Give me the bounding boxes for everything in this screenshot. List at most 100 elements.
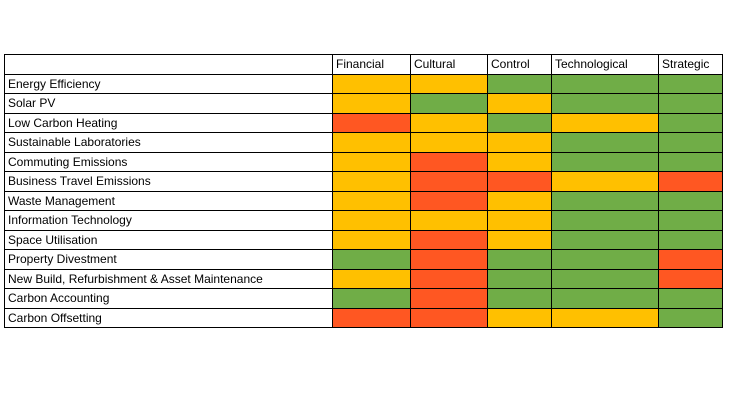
rating-cell-amber [332,210,411,231]
rating-cell-amber [487,307,552,328]
rating-cell-amber [487,229,552,250]
table-row: Information Technology [4,210,723,231]
rating-cell-green [487,73,552,94]
row-label: Sustainable Laboratories [4,132,333,153]
rating-cell-amber [487,190,552,211]
rating-cell-green [658,93,723,114]
rating-cell-green [551,132,659,153]
rating-cell-amber [410,112,488,133]
rating-cell-red [658,249,723,270]
rating-cell-red [410,249,488,270]
column-header: Strategic [658,54,723,75]
rating-cell-green [658,112,723,133]
rating-cell-amber [332,93,411,114]
table-row: Sustainable Laboratories [4,132,723,153]
rating-cell-green [551,268,659,289]
row-label: New Build, Refurbishment & Asset Mainten… [4,268,333,289]
rating-cell-green [658,229,723,250]
rating-cell-amber [487,151,552,172]
rating-cell-red [410,229,488,250]
row-label: Energy Efficiency [4,73,333,94]
column-header: Cultural [410,54,488,75]
row-label: Property Divestment [4,249,333,270]
rating-cell-red [410,151,488,172]
rating-cell-green [487,249,552,270]
rating-cell-green [332,249,411,270]
table-row: Solar PV [4,93,723,114]
rating-cell-green [658,210,723,231]
table-row: Business Travel Emissions [4,171,723,192]
row-label: Commuting Emissions [4,151,333,172]
rating-cell-amber [332,151,411,172]
table-body: Energy Efficiency Solar PV Low Carbon Heat… [4,73,723,328]
rating-cell-red [658,171,723,192]
rating-cell-green [658,151,723,172]
rating-cell-red [410,307,488,328]
rating-cell-green [332,288,411,309]
table-row: Property Divestment [4,249,723,270]
rating-cell-amber [410,73,488,94]
rating-cell-red [410,171,488,192]
table-row: Carbon Accounting [4,288,723,309]
rating-cell-red [332,112,411,133]
rating-cell-amber [332,73,411,94]
rating-cell-green [487,112,552,133]
rag-rating-table: Financial Cultural Control Technological… [4,54,723,328]
rating-cell-red [410,268,488,289]
rating-cell-green [658,307,723,328]
row-label: Waste Management [4,190,333,211]
rating-cell-red [410,190,488,211]
header-row: Financial Cultural Control Technological… [4,54,723,75]
rating-cell-amber [410,132,488,153]
rating-cell-amber [551,112,659,133]
row-label: Information Technology [4,210,333,231]
corner-cell [4,54,333,75]
rating-cell-red [487,171,552,192]
rating-cell-green [551,151,659,172]
rating-cell-amber [332,229,411,250]
table-row: Carbon Offsetting [4,307,723,328]
rating-cell-amber [332,190,411,211]
rating-cell-amber [487,93,552,114]
rating-cell-green [658,288,723,309]
row-label: Space Utilisation [4,229,333,250]
rating-cell-amber [332,132,411,153]
rating-cell-green [658,73,723,94]
rating-cell-amber [487,132,552,153]
rating-cell-amber [410,210,488,231]
table-row: New Build, Refurbishment & Asset Mainten… [4,268,723,289]
row-label: Business Travel Emissions [4,171,333,192]
rating-cell-green [551,288,659,309]
rating-cell-green [551,210,659,231]
rating-cell-green [487,288,552,309]
table-row: Space Utilisation [4,229,723,250]
rating-cell-amber [487,210,552,231]
row-label: Low Carbon Heating [4,112,333,133]
rating-cell-green [658,190,723,211]
rating-cell-green [551,93,659,114]
column-header: Financial [332,54,411,75]
table-row: Commuting Emissions [4,151,723,172]
rating-cell-green [551,229,659,250]
rating-cell-amber [551,171,659,192]
table-row: Low Carbon Heating [4,112,723,133]
row-label: Carbon Offsetting [4,307,333,328]
column-header: Control [487,54,552,75]
rating-cell-green [551,190,659,211]
row-label: Solar PV [4,93,333,114]
rating-cell-red [658,268,723,289]
rating-cell-green [551,249,659,270]
rating-cell-green [487,268,552,289]
rating-cell-red [332,307,411,328]
column-header: Technological [551,54,659,75]
table-row: Energy Efficiency [4,73,723,94]
rating-cell-green [410,93,488,114]
rating-cell-green [658,132,723,153]
rating-cell-green [551,73,659,94]
rating-cell-amber [551,307,659,328]
rating-cell-amber [332,268,411,289]
table-row: Waste Management [4,190,723,211]
rating-cell-amber [332,171,411,192]
row-label: Carbon Accounting [4,288,333,309]
rating-cell-red [410,288,488,309]
